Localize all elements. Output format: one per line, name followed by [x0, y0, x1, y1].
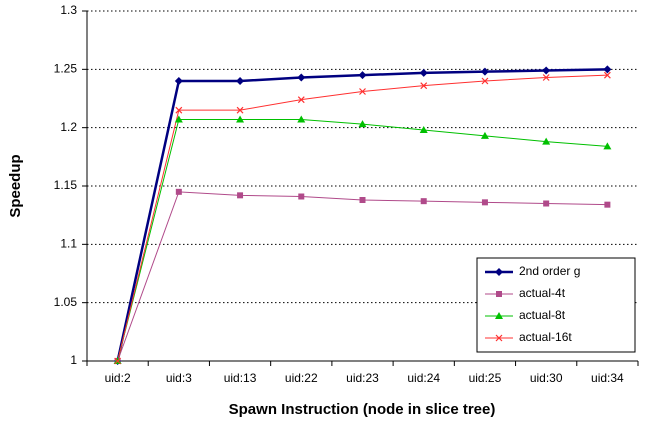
y-tick-label: 1.2	[60, 120, 77, 134]
legend-label: 2nd order g	[519, 264, 580, 278]
legend-label: actual-8t	[519, 308, 566, 322]
marker	[604, 201, 611, 208]
marker	[237, 192, 244, 199]
x-tick-label: uid:22	[285, 371, 318, 385]
marker	[542, 66, 551, 75]
y-tick-label: 1.25	[54, 62, 78, 76]
marker	[175, 188, 182, 195]
x-tick-label: uid:24	[407, 371, 440, 385]
marker	[298, 193, 305, 200]
marker	[297, 96, 305, 104]
marker	[420, 82, 428, 90]
marker	[481, 199, 488, 206]
legend-label: actual-16t	[519, 330, 572, 344]
marker	[297, 73, 306, 82]
marker	[543, 200, 550, 207]
x-tick-label: uid:13	[224, 371, 257, 385]
y-tick-label: 1.05	[54, 295, 78, 309]
marker	[236, 77, 245, 85]
marker	[174, 115, 183, 123]
marker	[420, 198, 427, 205]
marker	[236, 115, 245, 123]
marker	[419, 126, 428, 133]
marker	[542, 137, 551, 145]
x-axis-title: Spawn Instruction (node in slice tree)	[229, 401, 496, 418]
marker	[480, 131, 489, 139]
marker	[542, 74, 550, 81]
marker	[358, 120, 367, 128]
y-tick-label: 1.1	[60, 237, 77, 251]
marker	[495, 312, 503, 319]
marker	[175, 106, 183, 114]
marker	[480, 67, 489, 76]
marker	[496, 291, 502, 297]
marker	[419, 68, 428, 77]
marker	[495, 334, 503, 342]
marker	[481, 77, 489, 85]
legend-box	[476, 257, 636, 353]
x-tick-label: uid:25	[469, 371, 502, 385]
marker	[603, 71, 611, 79]
y-tick-label: 1.15	[54, 178, 78, 192]
x-tick-label: uid:34	[591, 371, 624, 385]
marker	[358, 71, 367, 80]
marker	[603, 65, 612, 74]
x-tick-label: uid:23	[346, 371, 379, 385]
x-tick-label: uid:3	[166, 371, 192, 385]
marker	[359, 88, 366, 95]
x-tick-label: uid:2	[105, 371, 131, 385]
marker	[236, 106, 244, 114]
marker	[114, 357, 122, 365]
legend-label: actual-4t	[519, 286, 566, 300]
marker	[297, 115, 306, 123]
marker	[603, 142, 612, 150]
y-axis-title: Speedup	[7, 154, 24, 217]
x-tick-label: uid:30	[530, 371, 563, 385]
y-tick-label: 1	[70, 353, 77, 367]
marker	[359, 197, 366, 203]
marker	[495, 268, 503, 276]
marker	[174, 77, 183, 85]
y-tick-label: 1.3	[60, 3, 77, 17]
